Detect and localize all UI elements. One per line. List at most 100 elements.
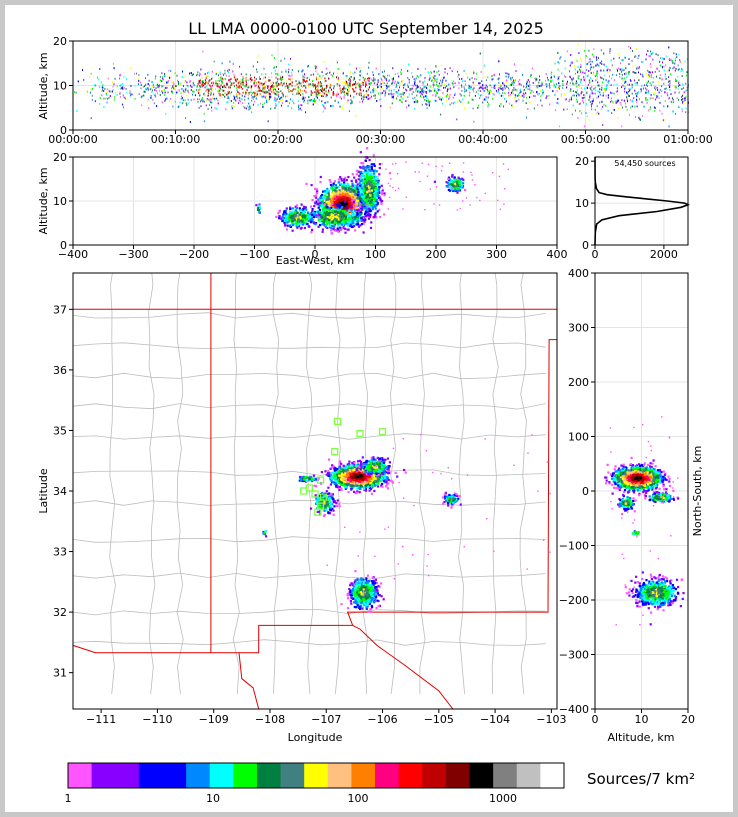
time-source-point — [453, 68, 454, 70]
time-source-point — [500, 85, 502, 88]
time-source-point — [673, 101, 675, 104]
time-source-point — [683, 87, 685, 89]
time-source-point — [554, 85, 556, 87]
time-source-point — [400, 95, 402, 98]
time-source-point — [319, 92, 321, 94]
time-source-point — [617, 117, 619, 119]
time-source-point — [350, 99, 352, 101]
time-source-point — [617, 99, 619, 102]
time-source-point — [212, 94, 214, 97]
time-source-point — [116, 94, 118, 96]
time-source-point — [416, 84, 418, 87]
time-source-point — [250, 76, 252, 79]
time-source-point — [648, 71, 650, 74]
time-source-point — [363, 98, 365, 101]
time-source-point — [264, 82, 265, 85]
time-source-point — [662, 119, 664, 122]
time-source-point — [623, 69, 625, 71]
time-source-point — [458, 78, 460, 80]
time-source-point — [573, 65, 575, 68]
time-source-point — [592, 73, 594, 75]
time-source-point — [424, 67, 426, 70]
time-source-point — [261, 95, 263, 98]
time-source-point — [457, 75, 459, 78]
time-source-point — [317, 88, 319, 91]
time-source-point — [686, 86, 688, 89]
time-source-point — [438, 70, 440, 73]
time-source-point — [680, 70, 682, 73]
time-source-point — [176, 74, 178, 77]
time-source-point — [638, 79, 640, 82]
time-source-point — [439, 82, 441, 85]
time-source-point — [273, 91, 275, 94]
time-source-point — [634, 71, 636, 74]
time-source-point — [208, 90, 210, 92]
time-source-point — [593, 55, 595, 58]
time-source-point — [659, 89, 661, 91]
time-source-point — [241, 94, 243, 97]
time-source-point — [633, 97, 635, 99]
ew-source-point — [320, 193, 324, 197]
time-source-point — [541, 93, 543, 96]
time-source-point — [318, 81, 320, 84]
time-source-point — [346, 75, 348, 77]
time-source-point — [238, 93, 240, 95]
time-source-point — [411, 87, 413, 90]
time-source-point — [595, 64, 597, 67]
time-source-point — [173, 83, 175, 86]
time-source-point — [629, 99, 631, 101]
time-source-point — [582, 91, 584, 94]
ew-source-point — [357, 204, 360, 207]
time-source-point — [120, 87, 122, 90]
time-source-point — [227, 101, 229, 103]
time-source-point — [184, 88, 186, 91]
time-source-point — [346, 101, 348, 103]
time-source-point — [322, 94, 324, 97]
time-source-point — [278, 95, 280, 98]
time-source-point — [540, 84, 542, 87]
time-source-point — [338, 79, 340, 82]
time-source-point — [240, 73, 242, 76]
time-source-point — [425, 91, 427, 93]
time-source-point — [248, 94, 249, 97]
time-source-point — [597, 90, 599, 93]
time-source-point — [271, 72, 273, 75]
time-source-point — [281, 96, 283, 99]
time-source-point — [203, 84, 204, 87]
time-source-point — [603, 89, 605, 92]
time-source-point — [385, 89, 386, 92]
ew-source-point — [323, 206, 326, 209]
time-source-point — [150, 95, 152, 97]
time-source-point — [323, 61, 325, 63]
time-source-point — [401, 83, 403, 85]
time-source-point — [580, 79, 582, 81]
time-source-point — [159, 89, 160, 92]
time-source-point — [181, 88, 183, 90]
time-source-point — [346, 82, 348, 85]
time-source-point — [686, 58, 688, 61]
time-source-point — [228, 97, 230, 100]
time-source-point — [225, 86, 227, 89]
time-source-point — [379, 84, 381, 87]
time-source-point — [602, 106, 604, 108]
time-source-point — [431, 72, 433, 74]
time-source-point — [126, 78, 127, 81]
time-source-point — [657, 54, 659, 57]
time-source-point — [664, 91, 666, 94]
time-source-point — [593, 99, 594, 102]
time-source-point — [184, 90, 186, 93]
time-source-point — [591, 105, 592, 108]
ew-source-point — [321, 208, 324, 211]
time-source-point — [411, 93, 413, 96]
time-source-point — [349, 82, 351, 85]
time-source-point — [659, 77, 661, 80]
time-source-point — [352, 84, 354, 86]
time-source-point — [454, 92, 456, 95]
time-source-point — [164, 82, 166, 85]
time-source-point — [345, 87, 347, 90]
time-source-point — [189, 121, 191, 123]
time-source-point — [202, 81, 203, 83]
time-source-point — [674, 57, 676, 60]
time-source-point — [590, 72, 592, 74]
time-source-point — [227, 86, 229, 89]
